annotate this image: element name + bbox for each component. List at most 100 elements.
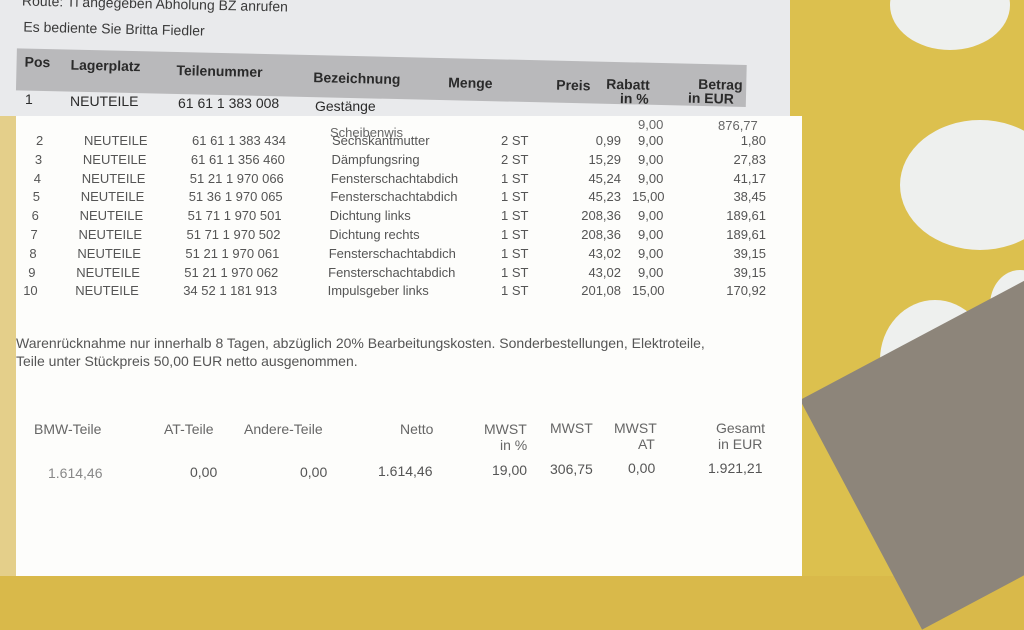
- row-rabatt: 9,00: [638, 208, 664, 224]
- row-menge: 1 ST: [501, 264, 529, 280]
- sum-gesamt-value: 1.921,21: [708, 460, 763, 476]
- table-row: 8 NEUTEILE 51 21 1 970 061 Fensterschachtab…: [16, 246, 802, 265]
- row-lagerplatz: NEUTEILE: [75, 283, 139, 299]
- sum-mwst-at-value: 0,00: [628, 460, 656, 476]
- row-bezeichnung: Impulsgeber links: [327, 283, 429, 299]
- row-menge: 2 ST: [501, 133, 529, 148]
- row-betrag: 39,15: [733, 245, 766, 261]
- sum-mwst-value: 306,75: [550, 461, 593, 477]
- sum-bmw-value: 1.614,46: [48, 465, 103, 481]
- table-row: 3 NEUTEILE 61 61 1 356 460 Dämpfungsring 2 S…: [16, 152, 802, 171]
- sum-mwst-pct-unit: in %: [500, 437, 528, 453]
- row-rabatt: 9,00: [638, 133, 664, 148]
- sum-mwst-pct-value: 19,00: [492, 462, 528, 478]
- row-teilenummer: 61 61 1 356 460: [190, 151, 285, 167]
- row-pos: 5: [32, 189, 40, 205]
- row-bezeichnung: Dichtung links: [329, 208, 411, 224]
- row-menge: 1 ST: [501, 208, 529, 224]
- receipt-body: Scheibenwis 9,00 876,77 2 NEUTEILE 61 61 1…: [16, 116, 802, 576]
- row1-pos: 1: [25, 91, 33, 107]
- row-bezeichnung: Dichtung rechts: [329, 227, 420, 242]
- row-lagerplatz: NEUTEILE: [82, 151, 147, 167]
- row-pos: 3: [34, 151, 43, 167]
- row-menge: 1 ST: [501, 227, 529, 242]
- row-betrag: 39,15: [733, 264, 766, 280]
- row-teilenummer: 51 21 1 970 061: [185, 245, 280, 261]
- row-bezeichnung: Fensterschachtabdich: [330, 170, 459, 186]
- sum-gesamt-label: Gesamt: [716, 420, 766, 436]
- table-row: 10 NEUTEILE 34 52 1 181 913 Impulsgeber lin…: [16, 283, 802, 302]
- col-teilenummer: Teilenummer: [176, 62, 263, 80]
- row-bezeichnung: Fensterschachtabdich: [328, 264, 456, 280]
- row-pos: 7: [30, 227, 38, 242]
- row-rabatt: 9,00: [638, 151, 664, 167]
- return-notice: Warenrücknahme nur innerhalb 8 Tagen, ab…: [16, 335, 705, 351]
- row-preis: 208,36: [581, 208, 621, 224]
- row-rabatt: 15,00: [632, 189, 665, 205]
- row-preis: 15,29: [588, 151, 621, 167]
- row-lagerplatz: NEUTEILE: [81, 170, 146, 186]
- row-menge: 1 ST: [501, 189, 529, 205]
- background-edge: [0, 116, 18, 576]
- table-row: 5 NEUTEILE 51 36 1 970 065 Fensterschachtab…: [16, 189, 802, 208]
- row-betrag: 41,17: [733, 170, 766, 186]
- row-teilenummer: 34 52 1 181 913: [183, 283, 278, 299]
- row1-lagerplatz: NEUTEILE: [70, 93, 139, 109]
- row-betrag: 170,92: [726, 283, 766, 299]
- row-betrag: 1,80: [740, 133, 766, 148]
- sum-mwst-at-unit: AT: [638, 436, 655, 452]
- row-teilenummer: 61 61 1 383 434: [192, 133, 286, 148]
- row-rabatt: 9,00: [638, 170, 664, 186]
- served-by: Es bediente Sie Britta Fiedler: [23, 18, 205, 39]
- row-lagerplatz: NEUTEILE: [84, 133, 148, 148]
- row-pos: 9: [28, 264, 36, 280]
- return-notice-cont: Teile unter Stückpreis 50,00 EUR netto a…: [16, 353, 358, 369]
- row-preis: 45,24: [588, 170, 621, 186]
- col-menge: Menge: [448, 74, 493, 92]
- row1-teilenummer: 61 61 1 383 008: [178, 95, 280, 111]
- row-teilenummer: 51 71 1 970 501: [187, 208, 282, 224]
- row-preis: 0,99: [595, 133, 621, 148]
- row-pos: 4: [33, 170, 42, 186]
- receipt-top: Route: Tl angegeben Abholung BZ anrufen …: [0, 0, 790, 116]
- col-betrag-unit: in EUR: [687, 89, 735, 107]
- row-pos: 2: [36, 133, 44, 148]
- row-pos: 8: [29, 245, 37, 261]
- sum-mwst-label: MWST: [550, 420, 593, 436]
- row-preis: 43,02: [588, 264, 621, 280]
- row-bezeichnung: Sechskantmutter: [332, 133, 430, 148]
- row-teilenummer: 51 71 1 970 502: [186, 227, 281, 242]
- row-rabatt: 9,00: [638, 227, 664, 242]
- col-lagerplatz: Lagerplatz: [70, 56, 141, 75]
- sum-mwst-at-label: MWST: [614, 420, 657, 436]
- row-betrag: 189,61: [726, 208, 766, 224]
- table-row: 9 NEUTEILE 51 21 1 970 062 Fensterschachtab…: [16, 265, 802, 284]
- row-bezeichnung: Dämpfungsring: [331, 151, 420, 167]
- row-bezeichnung: Fensterschachtabdich: [328, 245, 456, 261]
- row1-rabatt: 9,00: [638, 117, 664, 132]
- row-lagerplatz: NEUTEILE: [77, 245, 141, 261]
- sum-andere-value: 0,00: [300, 464, 328, 480]
- col-bezeichnung: Bezeichnung: [313, 69, 401, 88]
- sum-netto-label: Netto: [400, 421, 434, 437]
- row1-bezeichnung-cont: Scheibenwis: [330, 125, 403, 140]
- route-line: Route: Tl angegeben Abholung BZ anrufen: [21, 0, 289, 15]
- row-teilenummer: 51 36 1 970 065: [188, 189, 283, 205]
- row-betrag: 38,45: [733, 189, 766, 205]
- sum-bmw-label: BMW-Teile: [34, 421, 102, 437]
- col-preis: Preis: [556, 76, 591, 94]
- row-pos: 10: [23, 283, 38, 299]
- col-rabatt-unit: in %: [619, 90, 649, 107]
- row-preis: 201,08: [581, 283, 621, 299]
- sum-andere-label: Andere-Teile: [244, 421, 323, 437]
- table-row: 2 NEUTEILE 61 61 1 383 434 Sechskantmutter 2…: [16, 133, 802, 152]
- row-preis: 208,36: [581, 227, 621, 242]
- row-preis: 43,02: [588, 245, 621, 261]
- row-rabatt: 15,00: [632, 283, 665, 299]
- row-teilenummer: 51 21 1 970 062: [184, 264, 279, 280]
- row-menge: 1 ST: [501, 245, 529, 261]
- sum-gesamt-unit: in EUR: [718, 436, 763, 452]
- row-preis: 45,23: [588, 189, 621, 205]
- table-row: 4 NEUTEILE 51 21 1 970 066 Fensterschachtab…: [16, 171, 802, 190]
- row-menge: 2 ST: [501, 151, 529, 167]
